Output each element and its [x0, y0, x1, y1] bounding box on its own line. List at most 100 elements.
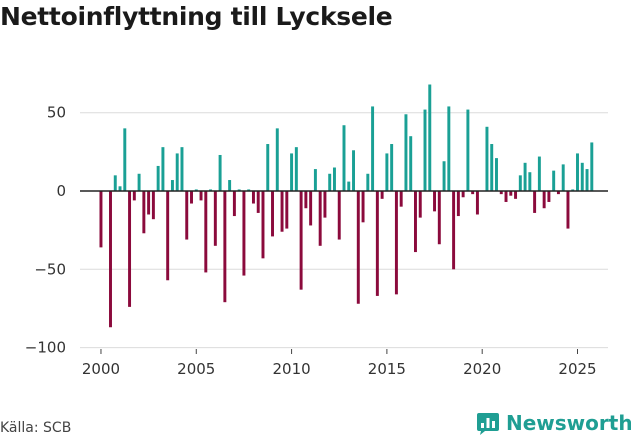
bar — [466, 109, 470, 191]
source-label: Källa: SCB — [0, 420, 72, 436]
bar — [433, 191, 437, 212]
bar — [304, 191, 308, 209]
bar — [504, 191, 508, 202]
bar — [109, 191, 112, 328]
bar — [166, 191, 170, 281]
bar — [352, 150, 355, 191]
bar — [590, 142, 594, 191]
x-tick-label: 2020 — [463, 360, 501, 378]
bar — [180, 147, 184, 191]
bar — [280, 191, 284, 232]
bar — [342, 125, 346, 191]
x-tick-label: 2015 — [368, 360, 406, 378]
bar — [237, 189, 241, 191]
bar — [475, 191, 479, 215]
x-tick-label: 2000 — [82, 360, 120, 378]
bar — [347, 181, 351, 191]
bar — [385, 153, 389, 191]
bar — [218, 154, 222, 191]
bar — [113, 175, 117, 191]
bar — [132, 191, 136, 201]
bar — [256, 191, 260, 213]
bar — [547, 191, 551, 202]
bar — [499, 191, 503, 195]
bar — [409, 136, 413, 191]
bar — [137, 173, 141, 191]
bar — [151, 191, 155, 220]
y-tick-label: 0 — [56, 182, 66, 200]
bar — [366, 173, 370, 191]
bar — [170, 180, 174, 191]
bar — [99, 191, 103, 248]
bar — [423, 109, 427, 191]
bar — [128, 191, 132, 307]
bar — [561, 164, 565, 191]
bar — [404, 114, 408, 191]
bar — [271, 191, 274, 237]
bar — [552, 170, 556, 191]
bar — [332, 167, 336, 191]
bar — [199, 191, 203, 201]
brand-name: Newsworthy — [506, 411, 631, 435]
bar — [461, 191, 465, 198]
y-tick-label: 50 — [47, 104, 66, 122]
bar — [528, 172, 532, 191]
chart-title: Nettoinflyttning till Lycksele — [0, 2, 393, 31]
bar — [266, 144, 270, 191]
bar — [123, 128, 127, 191]
x-axis-ticks: 2000 2005 2010 2015 2020 2025 — [82, 349, 597, 378]
bar — [251, 191, 255, 204]
bar — [490, 144, 494, 191]
bar — [361, 191, 365, 223]
bar — [213, 191, 217, 246]
bar — [556, 191, 560, 195]
bar — [232, 191, 236, 217]
bar — [456, 191, 460, 217]
x-tick-label: 2005 — [177, 360, 215, 378]
x-tick-label: 2010 — [272, 360, 310, 378]
bar — [142, 191, 146, 234]
bar — [275, 128, 279, 191]
bar — [576, 153, 579, 191]
y-tick-label: −50 — [34, 260, 66, 278]
bar — [585, 169, 589, 191]
bar — [185, 191, 189, 240]
bar — [118, 186, 122, 191]
bar — [428, 84, 432, 191]
bar — [533, 191, 537, 213]
bar — [161, 147, 165, 191]
bar — [156, 165, 160, 191]
x-tick-label: 2025 — [558, 360, 596, 378]
bar — [309, 191, 313, 226]
bar — [313, 169, 317, 191]
bar — [380, 191, 384, 199]
bar — [571, 189, 575, 191]
bar — [190, 191, 193, 204]
bar — [204, 191, 208, 273]
bar — [328, 173, 332, 191]
bar — [247, 189, 251, 191]
bar — [580, 162, 584, 191]
bar — [447, 106, 451, 191]
bar — [566, 191, 570, 229]
bar — [471, 191, 475, 195]
bar — [485, 126, 489, 191]
brand-logo: Newsworthy — [476, 408, 631, 438]
bar — [299, 191, 303, 290]
bar — [414, 191, 417, 253]
bar — [394, 191, 398, 295]
bar — [242, 191, 246, 276]
bar — [371, 106, 375, 191]
bar-chart-badge-icon — [477, 413, 499, 435]
bar — [261, 191, 265, 259]
bar — [194, 189, 198, 191]
bar — [337, 191, 341, 240]
bar — [318, 191, 322, 246]
bar — [452, 191, 456, 270]
bar — [537, 156, 541, 191]
bar — [356, 191, 360, 304]
bar — [514, 191, 518, 199]
bar — [418, 191, 422, 218]
bar — [375, 191, 379, 296]
